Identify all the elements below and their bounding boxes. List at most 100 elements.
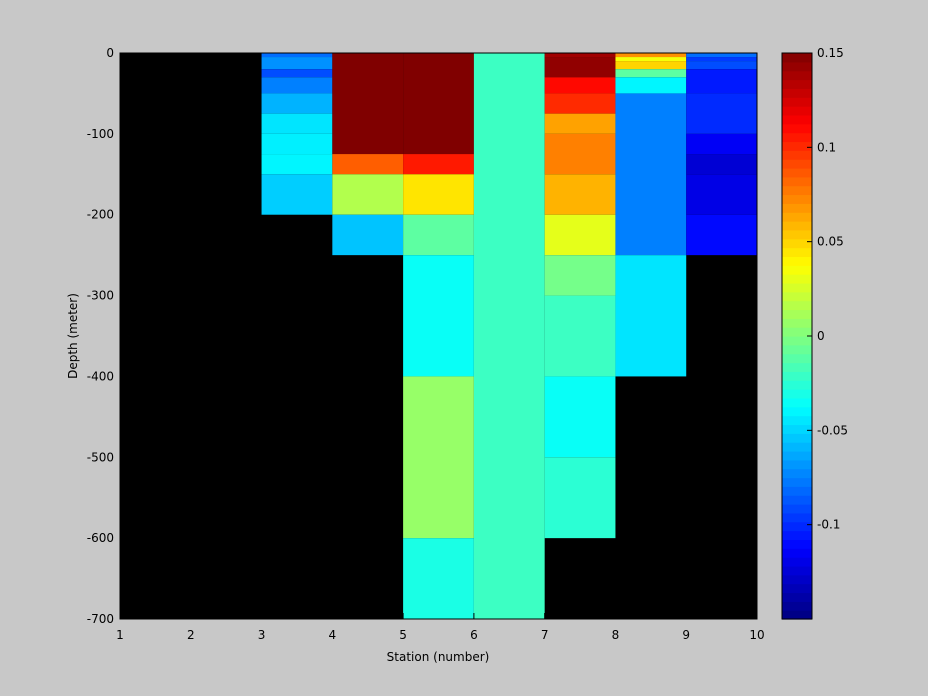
colorbar-segment	[782, 539, 812, 549]
heatmap-cell	[686, 61, 757, 70]
colorbar-segment	[782, 318, 812, 328]
colorbar-segment	[782, 300, 812, 311]
colorbar-segment	[782, 194, 812, 204]
heatmap-cell	[544, 255, 616, 296]
colorbar-tick-label: 0.05	[817, 235, 844, 249]
colorbar-segment	[782, 159, 812, 169]
heatmap-cell	[544, 113, 616, 134]
colorbar-segment	[782, 574, 812, 585]
colorbar-segment	[782, 371, 812, 381]
heatmap-cell	[403, 53, 474, 155]
colorbar-tick-label: 0.1	[817, 140, 836, 154]
colorbar-segment	[782, 557, 812, 567]
colorbar-segment	[782, 380, 812, 390]
heatmap-cell	[403, 154, 474, 175]
colorbar-segment	[782, 477, 812, 487]
colorbar-segment	[782, 450, 812, 461]
heatmap-cell	[403, 255, 474, 377]
heatmap-cells	[261, 53, 757, 619]
heatmap-cell	[686, 53, 757, 58]
colorbar-segment	[782, 389, 812, 399]
colorbar-segment	[782, 221, 812, 231]
heatmap-cell	[332, 154, 404, 175]
colorbar-segment	[782, 176, 812, 187]
colorbar-segment	[782, 106, 812, 116]
x-axis-label: Station (number)	[387, 650, 490, 664]
plot-frame	[119, 52, 758, 620]
colorbar-segment	[782, 88, 812, 98]
x-tick-label: 1	[116, 628, 124, 642]
colorbar-segment	[782, 433, 812, 443]
heatmap-cell	[403, 214, 474, 256]
x-tick-label: 4	[329, 628, 337, 642]
heatmap-cell	[261, 77, 333, 94]
colorbar-segment	[782, 282, 812, 293]
heatmap-cell	[403, 538, 474, 619]
colorbar-segment	[782, 353, 812, 364]
colorbar-tick-label: -0.05	[817, 423, 848, 437]
heatmap-cell	[615, 61, 687, 70]
heatmap-cell	[686, 133, 757, 155]
colorbar-segment	[782, 61, 812, 72]
colorbar-segment	[782, 123, 812, 134]
colorbar-segment	[782, 70, 812, 81]
colorbar-tick-label: 0.15	[817, 46, 844, 60]
heatmap-cell	[615, 69, 687, 78]
colorbar-segment	[782, 167, 812, 178]
x-tick-label: 3	[258, 628, 266, 642]
colorbar-segment	[782, 327, 812, 337]
colorbar-segment	[782, 504, 812, 514]
colorbar-segment	[782, 203, 812, 213]
heatmap-cell	[544, 53, 616, 58]
y-tick-label: -100	[87, 127, 114, 141]
heatmap-cell	[615, 77, 687, 94]
colorbar-segment	[782, 592, 812, 602]
heatmap-cell	[261, 93, 333, 114]
colorbar-segment	[782, 256, 812, 266]
heatmap-cell	[332, 53, 404, 155]
colorbar-segment	[782, 141, 812, 151]
colorbar-segment	[782, 150, 812, 160]
heatmap-cell	[261, 53, 333, 58]
heatmap-cell	[403, 174, 474, 215]
colorbar-segment	[782, 309, 812, 319]
heatmap-cell	[332, 214, 404, 256]
colorbar-segment	[782, 397, 812, 408]
x-tick-label: 2	[187, 628, 195, 642]
colorbar-segment	[782, 212, 812, 222]
y-tick-label: -200	[87, 208, 114, 222]
heatmap-cell	[261, 133, 333, 155]
colorbar-segment	[782, 274, 812, 284]
y-axis-label: Depth (meter)	[66, 293, 80, 379]
y-tick-label: -300	[87, 289, 114, 303]
heatmap-cell	[615, 53, 687, 58]
heatmap-cell	[544, 295, 616, 377]
colorbar-segment	[782, 610, 812, 620]
heatmap-cell	[544, 77, 616, 94]
plot-area: 1 2 3 4 5 6 7 8 9 10 0 -100 -200 -300 -400 -500 -600 -70…	[66, 46, 765, 664]
y-tick-label: 0	[106, 46, 114, 60]
heatmap-cell	[403, 376, 474, 539]
heatmap-cell	[615, 93, 687, 256]
heatmap-cell	[544, 214, 616, 256]
heatmap-cell	[544, 93, 616, 114]
y-tick-label: -500	[87, 450, 114, 464]
colorbar-segment	[782, 291, 812, 302]
x-axis-ticks: 1 2 3 4 5 6 7 8 9 10	[116, 613, 765, 642]
heatmap-cell	[544, 57, 616, 78]
y-tick-label: -700	[87, 612, 114, 626]
colorbar-segment	[782, 495, 812, 505]
colorbar-ticks: 0.15 0.1 0.05 0 -0.05 -0.1	[807, 46, 848, 532]
x-tick-label: 10	[749, 628, 764, 642]
heatmap-cell	[544, 457, 616, 539]
colorbar-segment	[782, 548, 812, 558]
colorbar-segment	[782, 530, 812, 541]
colorbar-segment	[782, 53, 812, 63]
colorbar-segment	[782, 424, 812, 434]
x-tick-label: 8	[612, 628, 620, 642]
heatmap-cell	[261, 154, 333, 175]
heatmap-cell	[544, 376, 616, 458]
colorbar-segment	[782, 97, 812, 107]
colorbar-segment	[782, 344, 812, 355]
